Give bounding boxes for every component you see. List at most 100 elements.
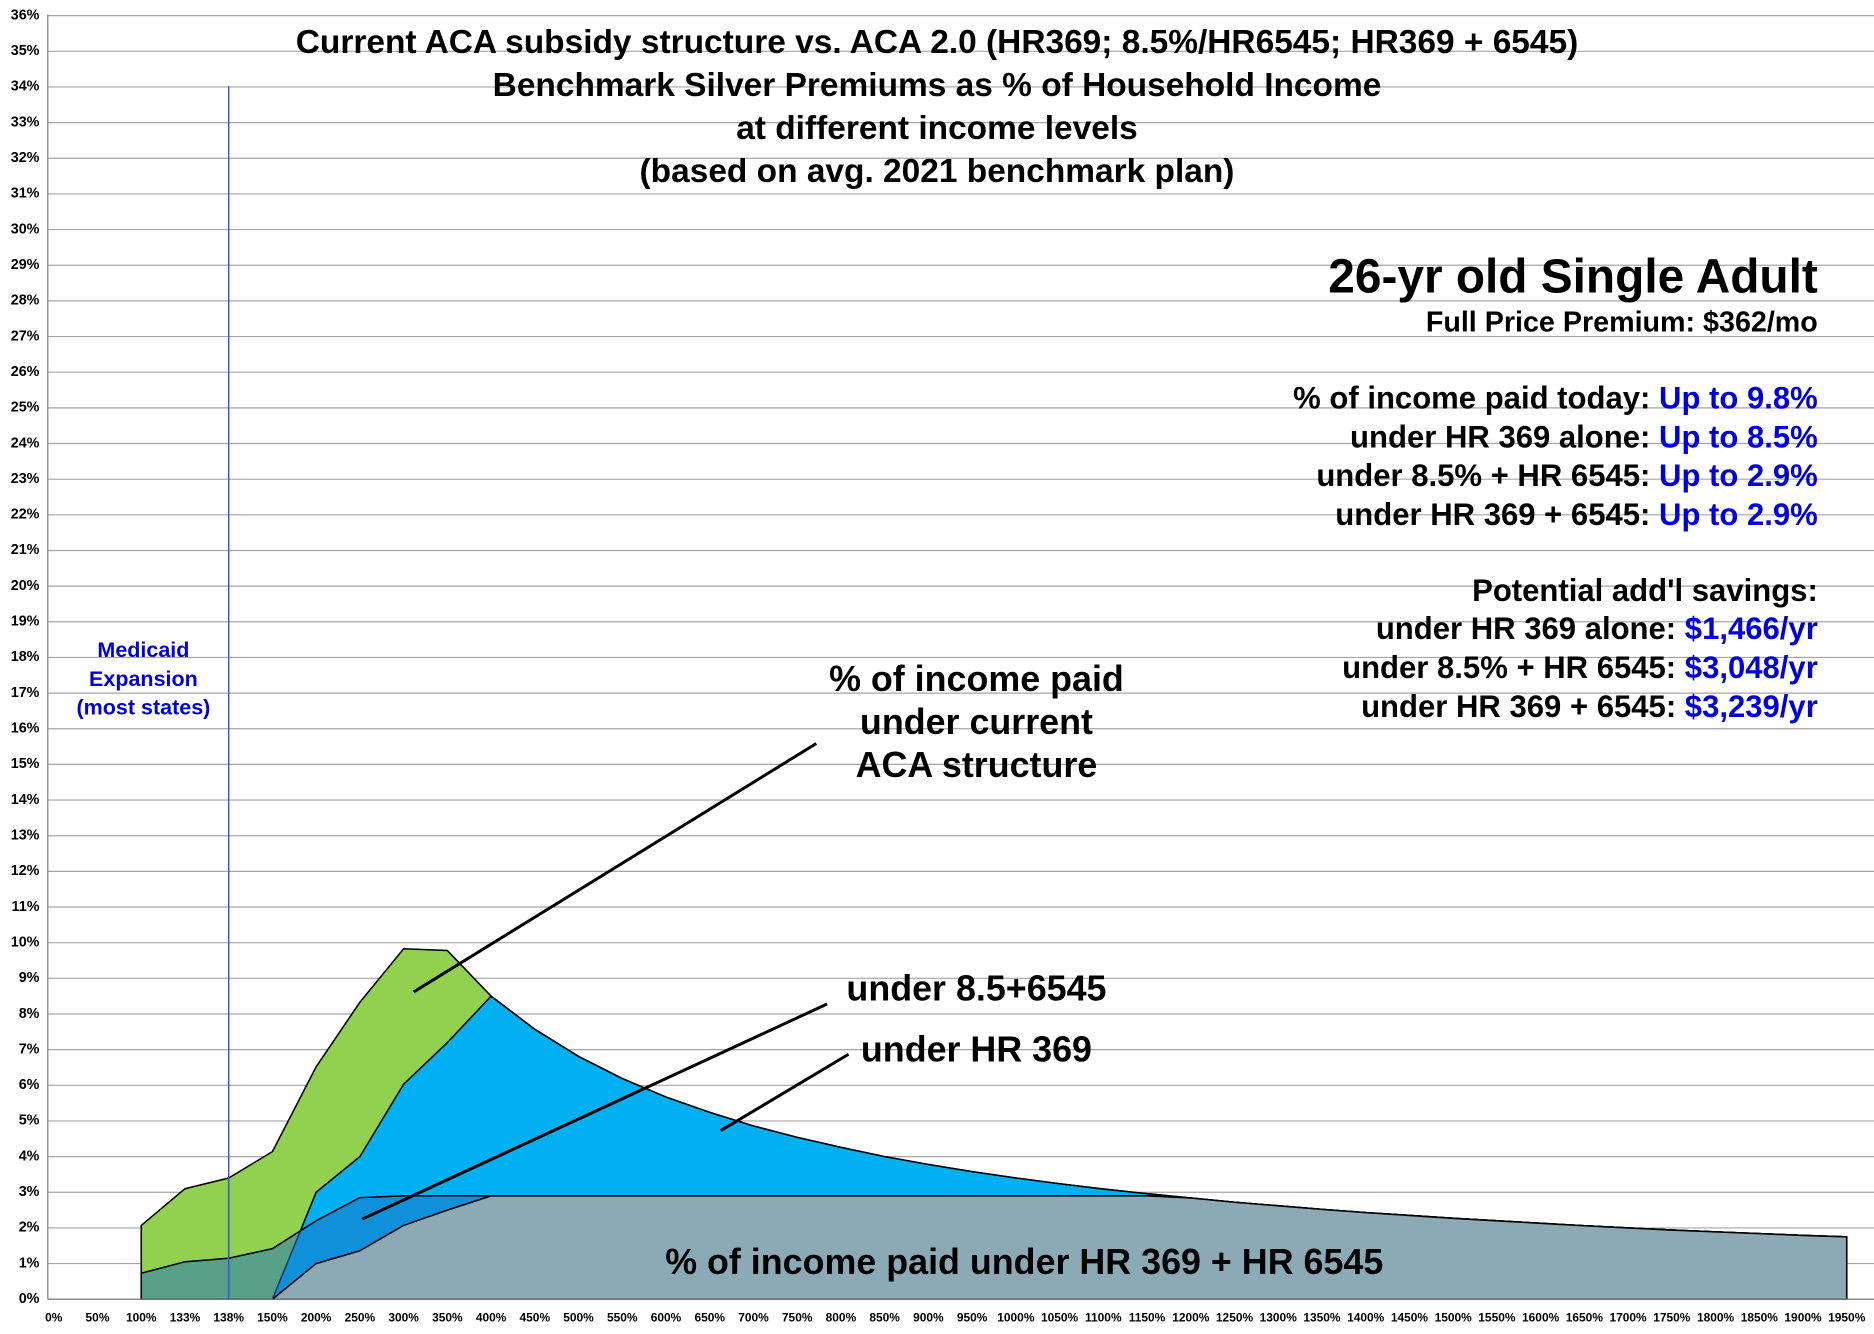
y-tick-label: 7% xyxy=(19,1041,40,1057)
x-tick-label: 1350% xyxy=(1303,1311,1341,1325)
x-tick-label: 1250% xyxy=(1216,1311,1254,1325)
x-tick-label: 1650% xyxy=(1566,1311,1604,1325)
x-tick-label: 133% xyxy=(170,1311,201,1325)
savings-row: under HR 369 + 6545: $3,239/yr xyxy=(1361,689,1818,724)
y-tick-label: 16% xyxy=(11,721,40,737)
x-tick-label: 950% xyxy=(957,1311,988,1325)
x-tick-label: 1700% xyxy=(1609,1311,1647,1325)
x-tick-label: 700% xyxy=(738,1311,769,1325)
y-tick-label: 9% xyxy=(19,970,40,986)
x-tick-label: 350% xyxy=(432,1311,463,1325)
info-label: % of income paid today: xyxy=(1293,381,1659,416)
y-tick-label: 31% xyxy=(11,186,40,202)
annotation: under current xyxy=(860,702,1093,742)
x-tick-label: 100% xyxy=(126,1311,157,1325)
x-tick-label: 850% xyxy=(869,1311,900,1325)
y-tick-label: 15% xyxy=(11,756,40,772)
x-tick-label: 1550% xyxy=(1478,1311,1516,1325)
info-label: under 8.5% + HR 6545: xyxy=(1316,458,1659,493)
y-tick-label: 20% xyxy=(11,578,40,594)
annotation: ACA structure xyxy=(856,745,1098,785)
pointer-line xyxy=(719,1052,850,1133)
info-value: Up to 2.9% xyxy=(1659,497,1818,532)
y-tick-label: 17% xyxy=(11,685,40,701)
y-tick-label: 23% xyxy=(11,471,40,487)
annotation: % of income paid xyxy=(829,659,1124,699)
chart-title: Current ACA subsidy structure vs. ACA 2.… xyxy=(296,24,1579,61)
y-tick-label: 28% xyxy=(11,293,40,309)
x-tick-label: 400% xyxy=(476,1311,507,1325)
x-tick-label: 450% xyxy=(520,1311,551,1325)
x-tick-label: 1050% xyxy=(1041,1311,1079,1325)
x-tick-label: 550% xyxy=(607,1311,638,1325)
y-tick-label: 4% xyxy=(19,1148,40,1164)
x-tick-label: 1300% xyxy=(1260,1311,1298,1325)
chart-title: at different income levels xyxy=(736,110,1138,147)
chart-title: Benchmark Silver Premiums as % of Househ… xyxy=(493,67,1382,104)
info-value: Up to 8.5% xyxy=(1659,420,1818,455)
x-tick-label: 1450% xyxy=(1391,1311,1429,1325)
medicaid-note: Medicaid xyxy=(97,638,189,662)
x-tick-label: 1000% xyxy=(997,1311,1035,1325)
x-tick-label: 50% xyxy=(86,1311,110,1325)
y-tick-label: 5% xyxy=(19,1113,40,1129)
x-tick-label: 1800% xyxy=(1697,1311,1735,1325)
info-label: under HR 369 alone: xyxy=(1350,420,1659,455)
info-heading: 26-yr old Single Adult xyxy=(1328,250,1818,303)
annotation: under HR 369 xyxy=(861,1029,1092,1069)
y-tick-label: 18% xyxy=(11,649,40,665)
info-label: under HR 369 + 6545: xyxy=(1335,497,1659,532)
x-tick-label: 250% xyxy=(345,1311,376,1325)
y-tick-label: 2% xyxy=(19,1220,40,1236)
y-tick-label: 29% xyxy=(11,257,40,273)
y-tick-label: 6% xyxy=(19,1077,40,1093)
x-tick-label: 300% xyxy=(388,1311,419,1325)
y-tick-label: 12% xyxy=(11,863,40,879)
y-tick-label: 8% xyxy=(19,1006,40,1022)
info-subheading: Full Price Premium: $362/mo xyxy=(1426,307,1818,339)
x-tick-label: 150% xyxy=(257,1311,288,1325)
pointer-line xyxy=(361,1002,828,1221)
x-tick-label: 800% xyxy=(826,1311,857,1325)
y-tick-label: 11% xyxy=(12,899,40,915)
y-tick-label: 35% xyxy=(11,43,40,59)
info-row: % of income paid today: Up to 9.8% xyxy=(1293,381,1818,416)
info-label: under HR 369 alone: xyxy=(1376,611,1685,646)
y-tick-label: 21% xyxy=(11,542,40,558)
x-tick-label: 1200% xyxy=(1172,1311,1210,1325)
info-value: $3,239/yr xyxy=(1685,689,1818,724)
x-tick-label: 1400% xyxy=(1347,1311,1385,1325)
info-label: under 8.5% + HR 6545: xyxy=(1342,650,1685,685)
x-tick-label: 138% xyxy=(213,1311,244,1325)
annotation: under 8.5+6545 xyxy=(846,968,1106,1008)
savings-heading: Potential add'l savings: xyxy=(1472,573,1818,608)
x-tick-label: 200% xyxy=(301,1311,332,1325)
info-value: Up to 9.8% xyxy=(1659,381,1818,416)
y-tick-label: 26% xyxy=(11,364,40,380)
x-tick-label: 1900% xyxy=(1784,1311,1822,1325)
info-row: under HR 369 alone: Up to 8.5% xyxy=(1350,420,1818,455)
y-tick-label: 19% xyxy=(11,614,40,630)
texts: 0% 1% 2% 3% 4% 5% 6% 7% 8% 9% 10% 11% 12% 13% 14% 15% 16… xyxy=(11,7,1866,1324)
pointer-line xyxy=(412,742,818,994)
y-tick-label: 36% xyxy=(11,7,40,23)
info-value: $1,466/yr xyxy=(1685,611,1818,646)
info-row: under 8.5% + HR 6545: Up to 2.9% xyxy=(1316,458,1818,493)
y-tick-label: 22% xyxy=(11,507,40,523)
savings-row: under HR 369 alone: $1,466/yr xyxy=(1376,611,1818,646)
info-value: $3,048/yr xyxy=(1685,650,1818,685)
y-tick-label: 1% xyxy=(19,1255,40,1271)
x-tick-label: 1600% xyxy=(1522,1311,1560,1325)
annotation: % of income paid under HR 369 + HR 6545 xyxy=(665,1242,1383,1282)
y-tick-label: 13% xyxy=(11,827,40,843)
y-tick-label: 10% xyxy=(11,934,40,950)
x-tick-label: 900% xyxy=(913,1311,944,1325)
info-label: under HR 369 + 6545: xyxy=(1361,689,1685,724)
y-tick-label: 0% xyxy=(19,1291,40,1307)
x-tick-label: 1950% xyxy=(1828,1311,1866,1325)
x-tick-label: 600% xyxy=(651,1311,682,1325)
info-row: under HR 369 + 6545: Up to 2.9% xyxy=(1335,497,1818,532)
y-tick-label: 14% xyxy=(11,792,40,808)
x-tick-label: 1100% xyxy=(1085,1311,1122,1325)
